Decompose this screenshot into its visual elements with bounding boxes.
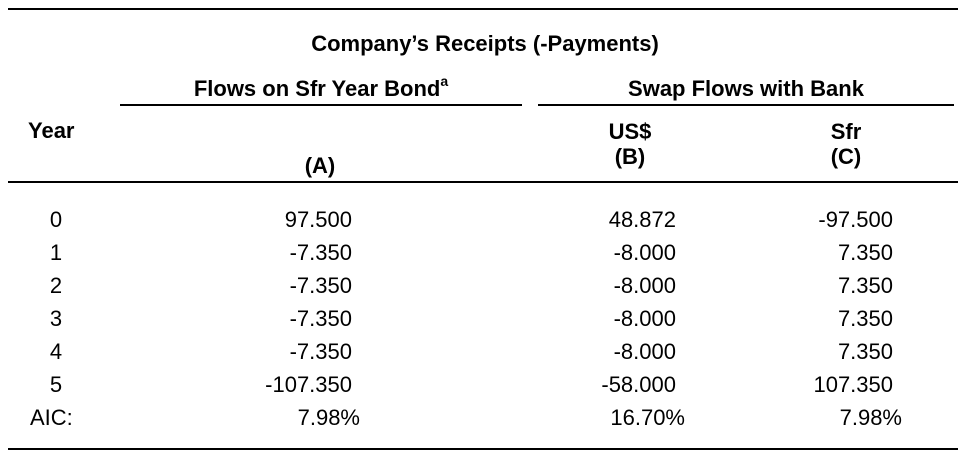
swap-group-rule — [538, 104, 954, 106]
aic-cell-b: 16.70% — [610, 405, 685, 430]
group-title: Company’s Receipts (-Payments) — [311, 31, 659, 56]
table-row-year: 1 — [49, 240, 63, 265]
col-a-letter: (A) — [304, 153, 336, 178]
table-cell-c: 7.350 — [837, 273, 893, 298]
table-row-year: 2 — [49, 273, 63, 298]
col-b-currency: US$ — [608, 119, 652, 144]
aic-cell-c: 7.98% — [839, 405, 902, 430]
table-row-year: 0 — [49, 207, 63, 232]
table-cell-c: -97.500 — [818, 207, 893, 232]
bond-group-rule — [120, 104, 522, 106]
col-a-title: Flows on Sfr Year Bonda — [193, 72, 449, 101]
col-c-letter: (C) — [830, 144, 862, 169]
header-bottom-rule — [8, 181, 958, 183]
table-cell-a: 97.500 — [284, 207, 352, 232]
table-cell-a: -7.350 — [289, 306, 352, 331]
aic-cell-a: 7.98% — [297, 405, 360, 430]
year-header: Year — [28, 118, 75, 143]
table-row-year: 4 — [49, 339, 63, 364]
bottom-rule — [8, 448, 958, 450]
table-cell-c: 107.350 — [813, 372, 893, 397]
table-cell-c: 7.350 — [837, 339, 893, 364]
table-cell-b: -8.000 — [613, 339, 676, 364]
table-cell-a: -7.350 — [289, 273, 352, 298]
swap-title: Swap Flows with Bank — [628, 76, 864, 101]
table-row-year: 3 — [49, 306, 63, 331]
table-cell-c: 7.350 — [837, 306, 893, 331]
table-cell-b: 48.872 — [608, 207, 676, 232]
aic-label: AIC: — [30, 405, 73, 430]
table-cell-c: 7.350 — [837, 240, 893, 265]
col-c-currency: Sfr — [830, 119, 862, 144]
table-cell-b: -8.000 — [613, 240, 676, 265]
col-b-letter: (B) — [614, 144, 646, 169]
table-cell-b: -58.000 — [601, 372, 676, 397]
top-rule — [8, 8, 958, 10]
table-row-year: 5 — [49, 372, 63, 397]
table-cell-b: -8.000 — [613, 306, 676, 331]
footnote-marker: a — [440, 72, 449, 89]
table-cell-a: -107.350 — [265, 372, 352, 397]
table-cell-b: -8.000 — [613, 273, 676, 298]
table-cell-a: -7.350 — [289, 339, 352, 364]
table-cell-a: -7.350 — [289, 240, 352, 265]
